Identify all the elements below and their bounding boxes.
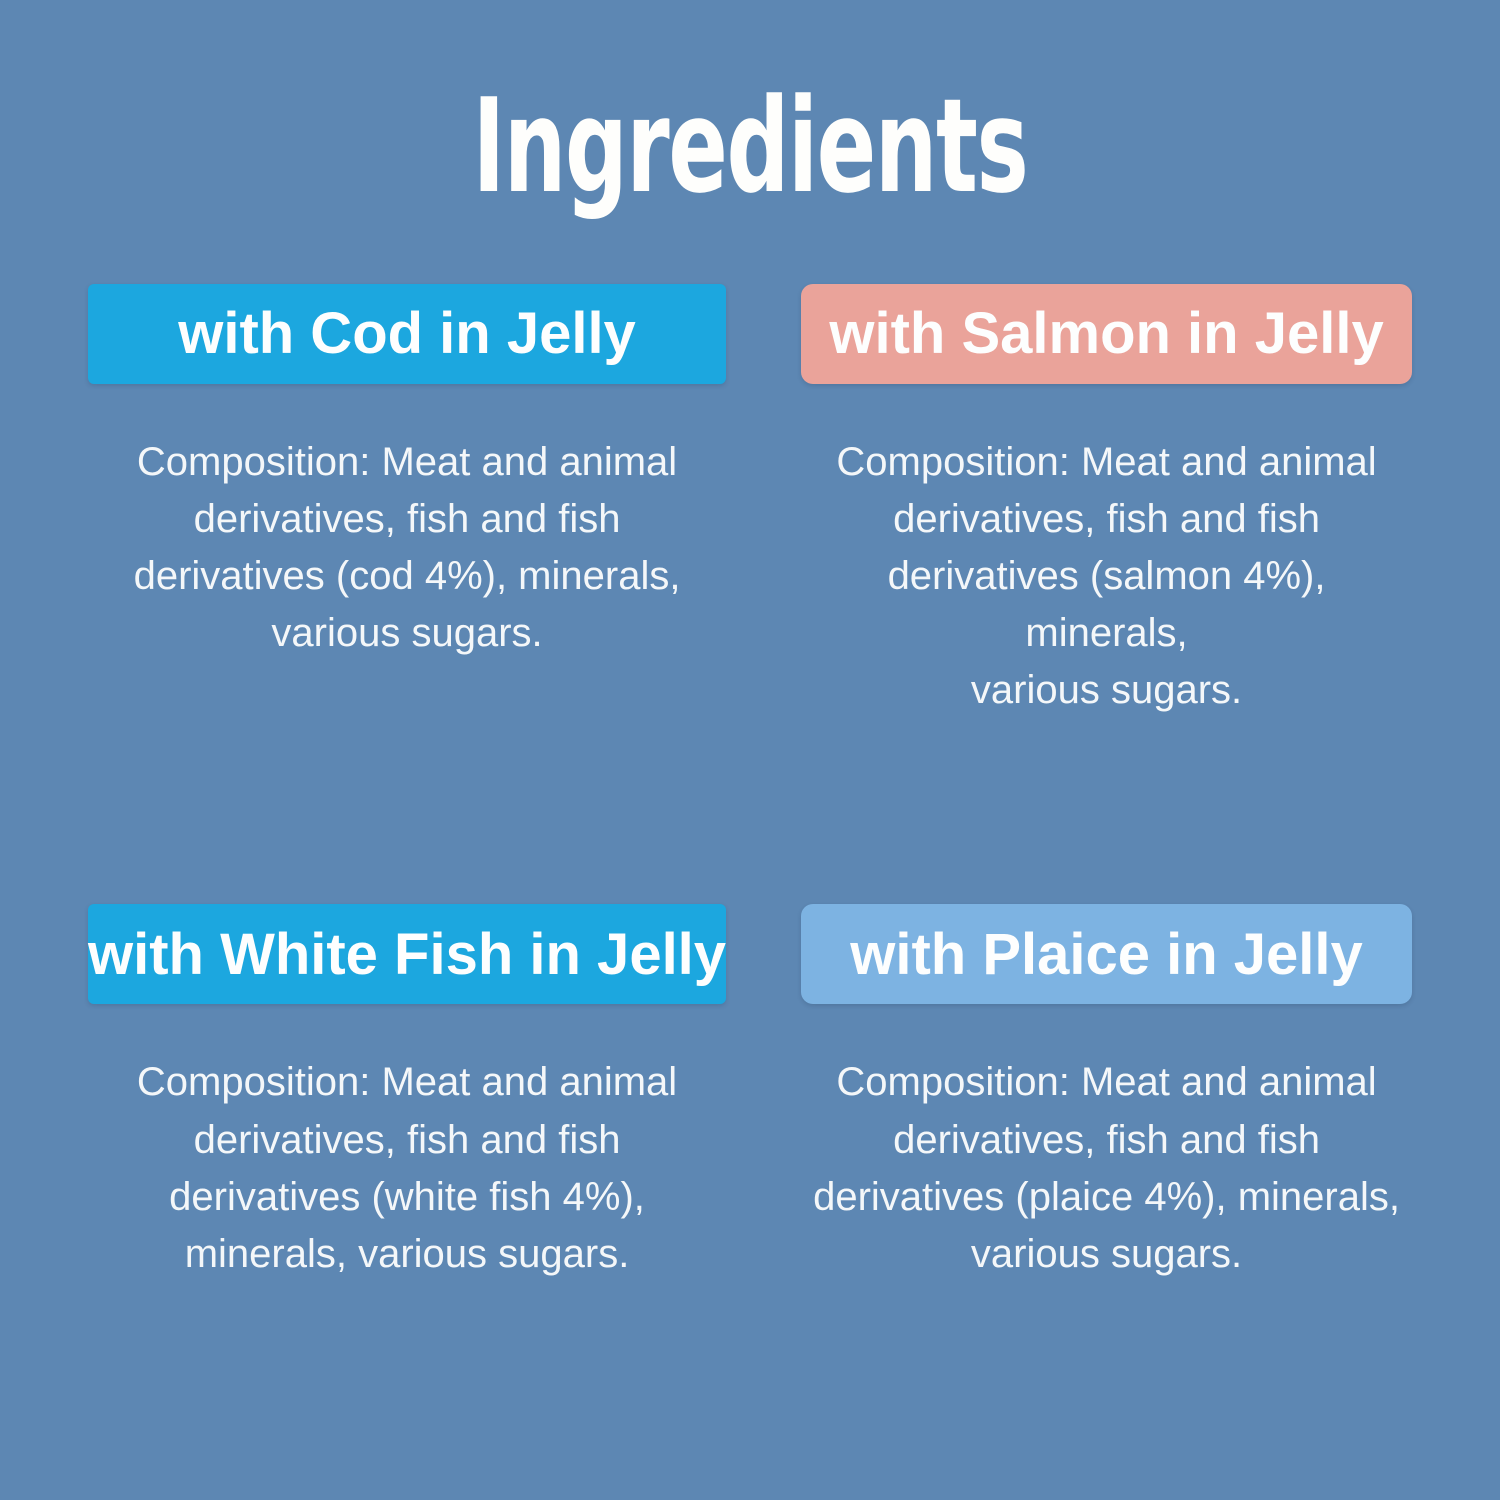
variant-header-plaice: with Plaice in Jelly xyxy=(801,904,1412,1005)
ingredients-grid: with Cod in Jelly Composition: Meat and … xyxy=(0,283,1500,1284)
composition-text-white-fish: Composition: Meat and animal derivatives… xyxy=(136,1060,678,1276)
page-title: Ingredients xyxy=(472,70,1029,222)
variant-header-salmon: with Salmon in Jelly xyxy=(801,283,1412,384)
infographic-background: { "page": { "title": "Ingredients", "bac… xyxy=(0,70,1500,1500)
section-salmon-in-jelly: with Salmon in Jelly Composition: Meat a… xyxy=(801,283,1412,720)
variant-header-white-fish: with White Fish in Jelly xyxy=(88,904,727,1005)
section-plaice-in-jelly: with Plaice in Jelly Composition: Meat a… xyxy=(801,904,1412,1283)
composition-text-salmon: Composition: Meat and animal derivatives… xyxy=(836,439,1377,713)
variant-header-cod: with Cod in Jelly xyxy=(88,283,727,384)
composition-text-plaice: Composition: Meat and animal derivatives… xyxy=(813,1060,1400,1276)
section-cod-in-jelly: with Cod in Jelly Composition: Meat and … xyxy=(88,283,727,720)
composition-text-cod: Composition: Meat and animal derivatives… xyxy=(133,439,681,656)
section-white-fish-in-jelly: with White Fish in Jelly Composition: Me… xyxy=(88,904,727,1283)
